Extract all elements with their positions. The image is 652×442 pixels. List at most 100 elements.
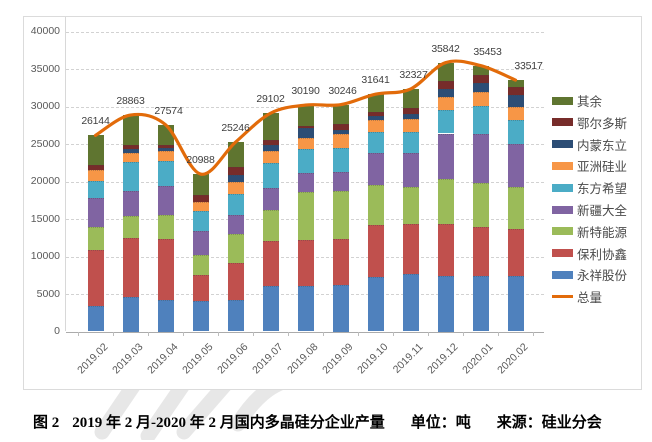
bar-segment-其余 bbox=[87, 135, 104, 166]
bar-segment-永祥股份 bbox=[332, 285, 349, 332]
legend-label: 总量 bbox=[577, 291, 603, 306]
bar-segment-保利协鑫 bbox=[402, 224, 419, 275]
bar-segment-鄂尔多斯 bbox=[297, 125, 314, 129]
bar-segment-新疆大全 bbox=[262, 187, 279, 211]
bar-segment-新特能源 bbox=[87, 226, 104, 251]
total-data-label: 30190 bbox=[291, 85, 320, 98]
caption-source: 来源：硅业分会 bbox=[496, 415, 602, 431]
caption-unit: 单位：吨 bbox=[410, 415, 471, 431]
bar-segment-亚洲硅业 bbox=[367, 120, 384, 133]
bar-segment-东方希望 bbox=[262, 162, 279, 188]
bar-segment-鄂尔多斯 bbox=[227, 166, 244, 175]
bar-segment-其余 bbox=[402, 89, 419, 109]
bar-segment-永祥股份 bbox=[297, 286, 314, 332]
x-axis-tick bbox=[148, 331, 149, 336]
bar-segment-亚洲硅业 bbox=[122, 153, 139, 163]
bar-segment-东方希望 bbox=[192, 211, 209, 232]
bar-segment-保利协鑫 bbox=[192, 274, 209, 301]
legend-item-亚洲硅业: 亚洲硅业 bbox=[552, 158, 627, 174]
bar-segment-其余 bbox=[437, 62, 454, 81]
bar-segment-内蒙东立 bbox=[507, 95, 524, 108]
bar-segment-新特能源 bbox=[227, 234, 244, 264]
x-axis-tick bbox=[78, 331, 79, 336]
bar-segment-鄂尔多斯 bbox=[367, 111, 384, 117]
total-data-label: 20988 bbox=[186, 154, 215, 167]
total-data-label: 31641 bbox=[361, 74, 390, 87]
legend-item-永祥股份: 永祥股份 bbox=[552, 267, 628, 284]
bar-segment-新疆大全 bbox=[227, 215, 244, 235]
legend-swatch-icon bbox=[552, 118, 573, 127]
bar-segment-其余 bbox=[122, 115, 139, 145]
bar-segment-鄂尔多斯 bbox=[332, 123, 349, 130]
total-data-label: 27574 bbox=[154, 104, 183, 117]
legend-label: 其余 bbox=[577, 95, 603, 109]
bar-segment-保利协鑫 bbox=[437, 224, 454, 276]
x-axis-tick bbox=[183, 331, 184, 336]
bar-segment-内蒙东立 bbox=[262, 144, 279, 152]
figure-caption: 图 2 2019 年 2 月-2020 年 2 月国内多晶硅分企业产量 单位：吨 来源… bbox=[33, 411, 643, 432]
bar-segment-保利协鑫 bbox=[297, 240, 314, 287]
bar-segment-内蒙东立 bbox=[122, 149, 139, 154]
x-axis-line bbox=[66, 331, 544, 333]
bar-segment-亚洲硅业 bbox=[507, 107, 524, 120]
bar-segment-永祥股份 bbox=[122, 297, 139, 332]
legend-swatch-icon bbox=[552, 227, 573, 236]
bar-segment-东方希望 bbox=[507, 119, 524, 144]
bar-segment-东方希望 bbox=[227, 193, 244, 216]
y-axis-tick-label: 25000 bbox=[30, 137, 60, 150]
bar-segment-永祥股份 bbox=[402, 274, 419, 332]
bar-segment-东方希望 bbox=[122, 162, 139, 192]
x-axis-tick bbox=[428, 331, 429, 336]
bar-segment-鄂尔多斯 bbox=[402, 108, 419, 114]
bar-segment-内蒙东立 bbox=[227, 174, 244, 182]
bar-segment-亚洲硅业 bbox=[472, 91, 489, 107]
legend-label: 永祥股份 bbox=[577, 269, 628, 284]
bar-segment-内蒙东立 bbox=[367, 116, 384, 121]
bar-segment-永祥股份 bbox=[192, 300, 209, 332]
legend-swatch-icon bbox=[552, 183, 573, 192]
legend-swatch-icon bbox=[552, 161, 573, 170]
bar-segment-保利协鑫 bbox=[157, 238, 174, 300]
bar-segment-鄂尔多斯 bbox=[262, 139, 279, 145]
legend-item-新特能源: 新特能源 bbox=[552, 224, 628, 240]
bar-segment-亚洲硅业 bbox=[192, 201, 209, 212]
legend-label: 鄂尔多斯 bbox=[577, 116, 628, 131]
x-axis-tick bbox=[288, 331, 289, 336]
x-axis-tick bbox=[358, 331, 359, 336]
bar-segment-东方希望 bbox=[367, 132, 384, 154]
bar-segment-其余 bbox=[507, 80, 524, 88]
legend-label: 新特能源 bbox=[577, 225, 628, 240]
bar-segment-永祥股份 bbox=[367, 276, 384, 332]
bar-segment-新特能源 bbox=[402, 187, 419, 225]
total-data-label: 30246 bbox=[328, 84, 357, 97]
bar-segment-内蒙东立 bbox=[437, 88, 454, 97]
legend-label: 东方希望 bbox=[577, 182, 628, 197]
bar-segment-其余 bbox=[262, 113, 279, 140]
bar-segment-东方希望 bbox=[472, 106, 489, 134]
y-axis bbox=[65, 17, 66, 331]
x-axis-tick bbox=[323, 331, 324, 336]
legend-item-保利协鑫: 保利协鑫 bbox=[552, 246, 628, 262]
bar-segment-东方希望 bbox=[332, 147, 349, 172]
bar-segment-亚洲硅业 bbox=[262, 151, 279, 163]
y-axis-tick-label: 35000 bbox=[30, 62, 60, 75]
y-axis-tick-label: 15000 bbox=[30, 212, 60, 225]
bar-segment-永祥股份 bbox=[472, 275, 489, 332]
bar-segment-鄂尔多斯 bbox=[87, 165, 104, 170]
total-data-label: 35842 bbox=[431, 42, 460, 55]
legend-label: 保利协鑫 bbox=[577, 247, 628, 262]
x-axis-tick bbox=[393, 331, 394, 336]
bar-segment-新疆大全 bbox=[367, 153, 384, 185]
total-data-label: 32327 bbox=[399, 69, 428, 82]
bar-segment-永祥股份 bbox=[262, 286, 279, 332]
total-data-label: 26144 bbox=[81, 115, 110, 128]
bar-segment-新特能源 bbox=[122, 215, 139, 238]
bar-segment-新疆大全 bbox=[87, 197, 104, 227]
bar-segment-东方希望 bbox=[297, 148, 314, 173]
bar-segment-新疆大全 bbox=[157, 186, 174, 215]
bar-segment-亚洲硅业 bbox=[157, 150, 174, 161]
bar-segment-新特能源 bbox=[367, 184, 384, 225]
bar-segment-内蒙东立 bbox=[472, 82, 489, 92]
bar-segment-鄂尔多斯 bbox=[122, 144, 139, 150]
